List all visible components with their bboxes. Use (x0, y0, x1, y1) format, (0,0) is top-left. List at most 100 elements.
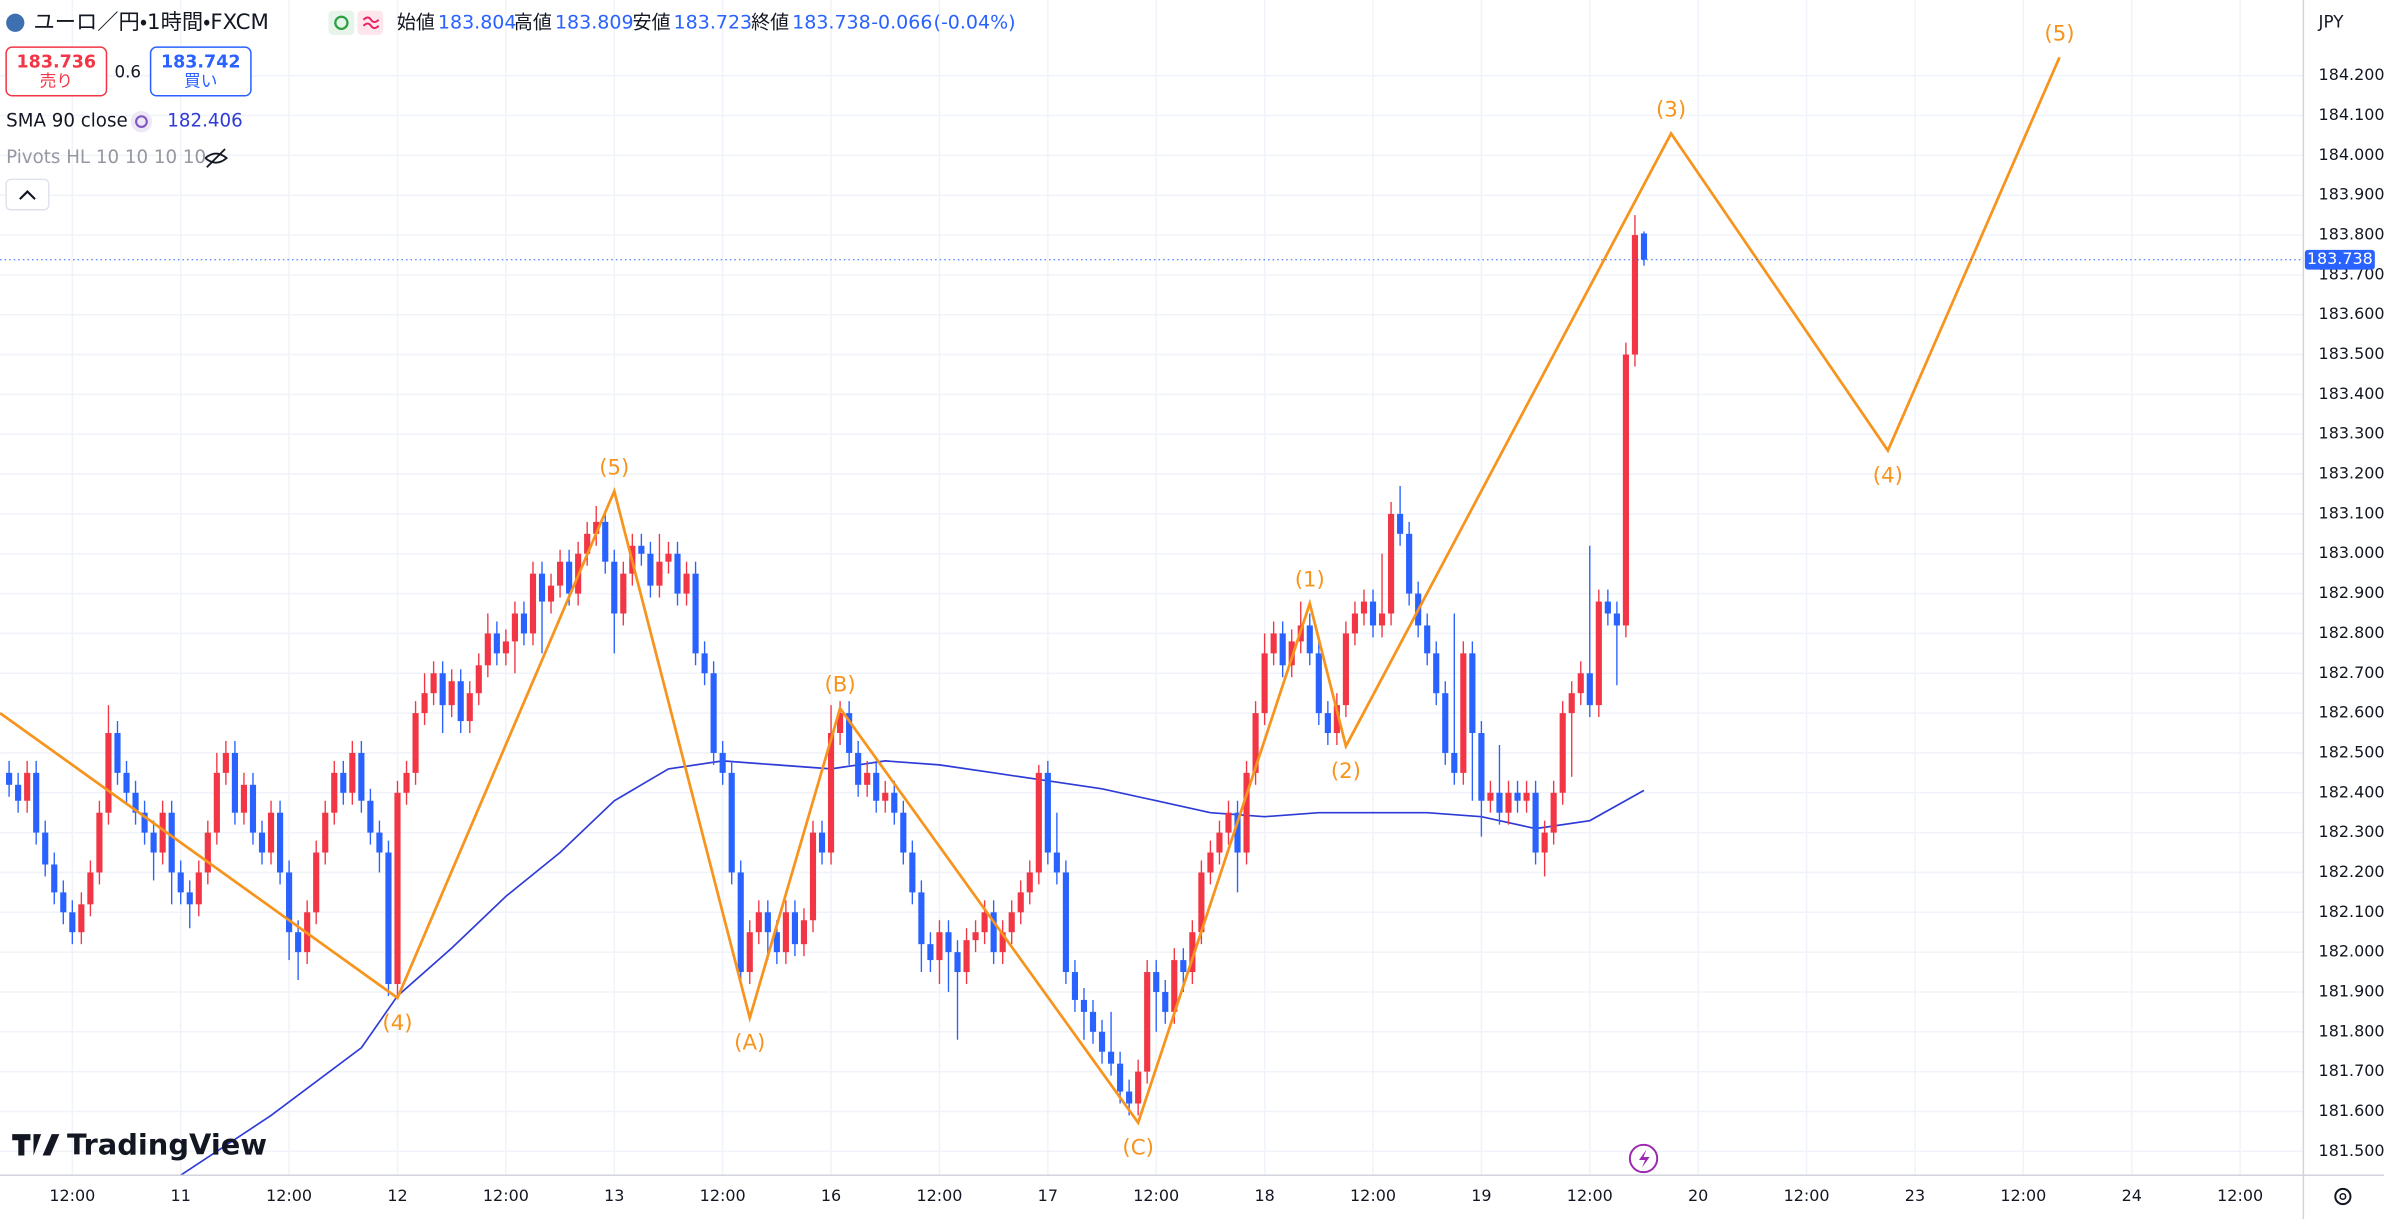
candle-body (566, 561, 573, 594)
y-tick-label: 182.900 (2319, 583, 2384, 602)
candle-body (159, 812, 166, 853)
candle-body (322, 812, 329, 853)
candle-body (1369, 601, 1377, 626)
candle-body (954, 952, 961, 973)
candle-body (764, 912, 771, 933)
high-label: 高値 (514, 11, 552, 33)
x-tick-label: 12 (387, 1186, 407, 1205)
candle-body (1053, 852, 1060, 873)
candle-body (1342, 633, 1349, 706)
x-tick-label: 12:00 (1133, 1186, 1179, 1205)
y-tick-label: 183.600 (2319, 304, 2384, 323)
buy-price: 183.742 (161, 52, 241, 72)
candle-body (1559, 713, 1566, 793)
candle-body (990, 912, 997, 953)
candle-body (457, 681, 464, 722)
y-tick-label: 183.300 (2319, 424, 2384, 443)
x-tick-label: 12:00 (483, 1186, 529, 1205)
candle-body (1044, 772, 1051, 853)
candle-body (1035, 772, 1042, 873)
settings-icon-center (2339, 1193, 2347, 1200)
y-tick-label: 182.800 (2319, 623, 2384, 642)
y-tick-label: 182.200 (2319, 862, 2384, 881)
candle-body (1496, 792, 1503, 813)
candle-body (1388, 513, 1395, 614)
candle-body (87, 872, 94, 905)
candle-body (909, 852, 916, 893)
candle-body (376, 832, 383, 853)
candle-body (1071, 972, 1079, 1000)
sell-price: 183.736 (17, 52, 97, 72)
candle-body (1306, 625, 1313, 654)
buy-label: 買い (184, 71, 217, 91)
candle-body (1243, 772, 1250, 853)
candle-body (746, 932, 753, 973)
candle-body (692, 573, 699, 654)
candle-body (276, 812, 284, 873)
candle-body (945, 932, 952, 953)
sma-value: 182.406 (167, 111, 242, 132)
candle-body (972, 932, 979, 941)
wave-label: (1) (1295, 568, 1325, 593)
y-tick-label: 184.200 (2319, 65, 2384, 84)
buy-button[interactable] (149, 46, 252, 97)
collapse-button[interactable] (5, 178, 50, 211)
candle-body (827, 733, 835, 853)
candle-body (1089, 1011, 1097, 1032)
y-tick-label: 182.000 (2319, 942, 2384, 961)
candle-body (1117, 1063, 1124, 1092)
candle-body (1397, 513, 1404, 534)
candle-body (557, 561, 564, 586)
candle-body (33, 772, 40, 833)
settings-icon[interactable] (2334, 1187, 2352, 1206)
candle-body (891, 792, 898, 813)
wave-label: (A) (734, 1031, 765, 1056)
candle-body (168, 812, 175, 873)
candle-body (177, 872, 184, 893)
candle-body (1505, 792, 1512, 813)
candle-body (999, 932, 1006, 953)
open-label: 始値 (397, 11, 435, 33)
y-tick-label: 183.200 (2319, 464, 2384, 483)
y-tick-label: 182.600 (2319, 703, 2384, 722)
candle-body (1586, 673, 1593, 706)
collapse-icon (19, 190, 36, 200)
candle-body (1442, 693, 1449, 753)
candle-body (1514, 792, 1521, 801)
sma-icon[interactable] (130, 110, 153, 133)
wave-label: (4) (382, 1011, 412, 1036)
y-tick-label: 183.900 (2319, 185, 2384, 204)
x-tick-label: 13 (604, 1186, 624, 1205)
pivots-legend: Pivots HL 10 10 10 10 (6, 147, 206, 168)
candle-body (313, 852, 320, 913)
candle-body (1017, 892, 1024, 913)
spread: 0.6 (114, 61, 141, 81)
candle-body (1198, 872, 1205, 933)
candle-body (51, 864, 58, 893)
candle-body (1433, 653, 1440, 694)
candle-body (520, 613, 528, 634)
candle-body (647, 553, 654, 586)
wave-label: (5) (599, 455, 629, 480)
toggle-button[interactable] (328, 10, 355, 35)
wave-label: (B) (824, 673, 855, 698)
candle-body (114, 733, 121, 773)
candle-body (1153, 972, 1160, 992)
y-tick-label: 181.500 (2319, 1141, 2384, 1160)
toggle-button[interactable] (357, 10, 384, 35)
y-tick-label: 182.400 (2319, 782, 2384, 801)
hide-icon[interactable] (204, 148, 228, 168)
y-tick-label: 182.100 (2319, 902, 2384, 921)
candle-body (638, 545, 645, 554)
candle-body (683, 573, 690, 594)
alert-bolt (1638, 1149, 1650, 1168)
candle-body (150, 832, 157, 853)
change: -0.066 (871, 11, 932, 33)
close-label: 終値 (751, 11, 789, 33)
sma-line (180, 760, 1645, 1176)
low-label: 安値 (633, 11, 671, 33)
sell-button[interactable] (5, 46, 108, 97)
candle-body (1568, 693, 1575, 714)
